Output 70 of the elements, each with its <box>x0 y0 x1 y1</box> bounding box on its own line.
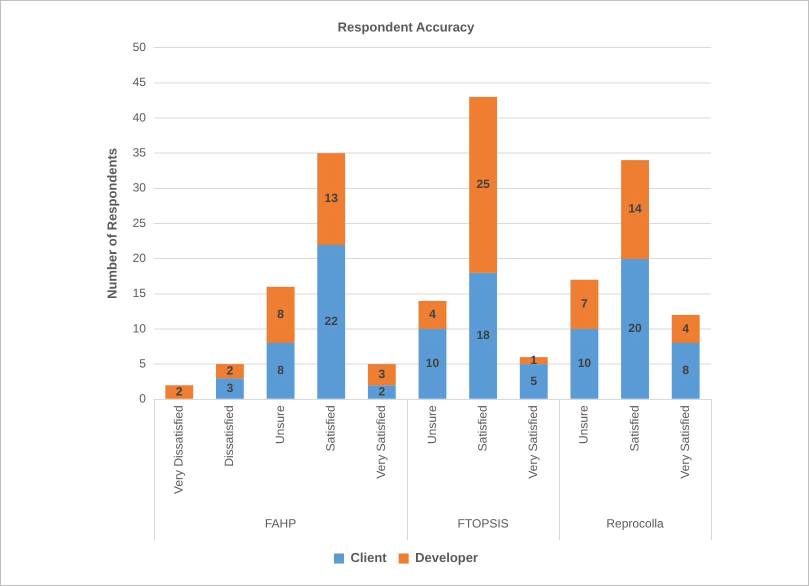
bar <box>317 244 346 399</box>
text: FAHP <box>264 516 296 530</box>
x-tick-label: Satisfied <box>324 405 338 452</box>
y-tick-label: 25 <box>132 216 146 230</box>
bar <box>266 286 294 344</box>
data-label: 25 <box>476 177 490 192</box>
data-label: 2 <box>176 384 183 398</box>
data-label: 8 <box>277 363 284 378</box>
data-label: 1 <box>530 352 538 367</box>
bar <box>621 160 649 259</box>
data-label: 8 <box>277 307 284 322</box>
data-label: 3 <box>226 380 234 395</box>
legend-label: Client <box>350 550 388 566</box>
data-label: 5 <box>530 374 538 388</box>
y-tick-label: 0 <box>139 392 146 406</box>
y-tick-label: 20 <box>132 250 146 265</box>
data-label: 4 <box>429 307 436 322</box>
x-tick-label: Satisfied <box>475 405 490 452</box>
bar <box>216 378 244 399</box>
data-label: 18 <box>476 328 490 342</box>
x-tick-label: Satisfied <box>627 405 642 452</box>
bar <box>621 258 649 399</box>
y-tick-label: 50 <box>132 40 146 54</box>
bar <box>418 300 446 329</box>
data-label: 3 <box>378 366 386 381</box>
bar <box>520 364 548 399</box>
bar <box>165 385 194 399</box>
y-tick-label: 10 <box>132 321 146 336</box>
data-label: 13 <box>324 191 338 206</box>
bar <box>368 385 396 399</box>
x-tick-label: Very Satisfied <box>374 405 388 479</box>
x-tick-label: Very Dissatisfied <box>172 405 186 494</box>
data-label: 10 <box>578 356 592 370</box>
x-tick-label: Very Satisfied <box>678 405 692 479</box>
bar <box>672 314 700 344</box>
data-label: 2 <box>226 363 234 378</box>
bar <box>418 328 446 399</box>
bar <box>570 280 598 329</box>
x-tick-label: Unsure <box>272 404 287 444</box>
bar <box>672 343 700 399</box>
y-tick-label: 40 <box>132 110 146 124</box>
bar <box>317 153 346 245</box>
chart-title: Respondent Accuracy <box>338 19 476 34</box>
bar <box>266 343 294 399</box>
data-label: 2 <box>378 384 386 398</box>
text: Reprocolla <box>606 516 664 530</box>
data-label: 10 <box>426 356 440 370</box>
bar <box>570 328 598 399</box>
y-tick-label: 15 <box>132 286 146 300</box>
data-label: 8 <box>682 363 690 378</box>
bar <box>469 272 498 399</box>
text: FTOPSIS <box>458 516 509 530</box>
legend-label: Developer <box>415 550 478 566</box>
data-label: 4 <box>682 321 690 336</box>
bar <box>216 364 244 378</box>
y-tick-label: 30 <box>132 180 146 195</box>
data-label: 7 <box>581 296 588 311</box>
bar <box>469 96 498 273</box>
x-tick-label: Unsure <box>576 404 591 444</box>
data-label: 20 <box>628 321 642 336</box>
data-label: 14 <box>628 202 642 216</box>
y-axis-title: Number of Respondents <box>104 148 120 299</box>
x-tick-label: Unsure <box>424 404 439 444</box>
y-tick-label: 45 <box>132 75 146 90</box>
x-tick-label: Dissatisfied <box>222 405 236 467</box>
y-tick-label: 35 <box>132 145 146 160</box>
bar <box>368 364 396 386</box>
y-tick-label: 5 <box>139 356 146 370</box>
data-label: 22 <box>324 314 338 328</box>
x-tick-label: Very Satisfied <box>526 405 540 479</box>
